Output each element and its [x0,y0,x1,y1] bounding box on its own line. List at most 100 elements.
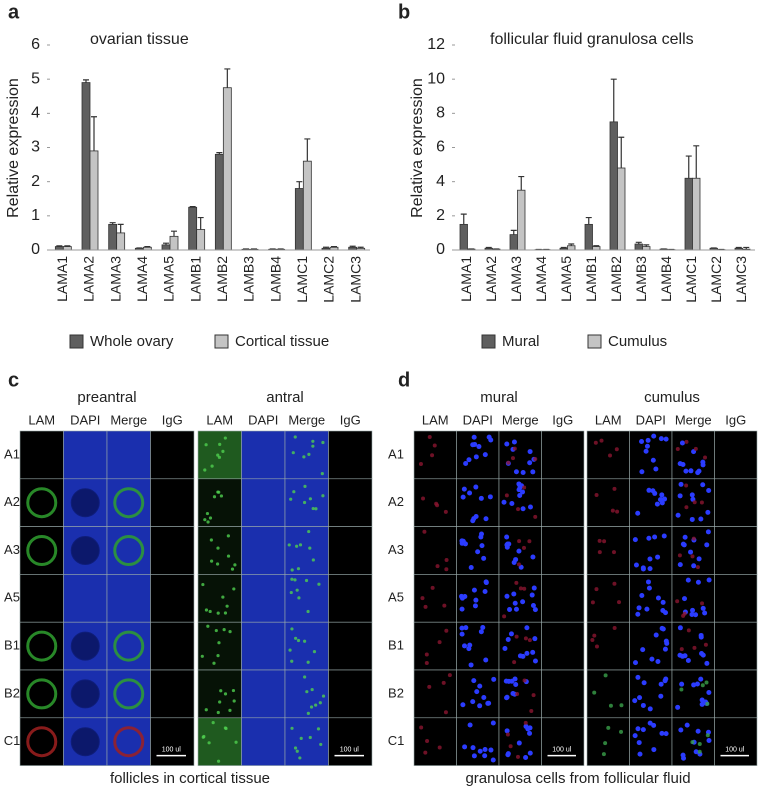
nucleus [706,488,712,494]
signal [288,648,292,652]
nucleus [483,580,489,586]
micrograph [241,526,286,575]
signal [208,609,212,614]
signal [514,580,519,585]
nucleus [461,486,467,492]
micrograph [150,430,195,480]
follicle [113,535,145,566]
bar [592,246,601,251]
nucleus [467,722,473,728]
error-bar [216,152,223,155]
panel-letter: c [8,369,19,391]
signal [502,614,507,619]
micrograph [456,717,500,766]
column-header: Merge [502,412,539,427]
bar [81,82,91,251]
signal [203,468,207,472]
nucleus [654,501,660,507]
nucleus [678,727,684,733]
signal [423,750,428,755]
micrograph [586,526,630,575]
signal [321,494,325,498]
signal [210,464,214,468]
micrograph [541,621,585,671]
nucleus [530,469,536,475]
signal [679,687,684,692]
nucleus [503,678,509,684]
nucleus [685,577,691,583]
legend-swatch [481,334,496,349]
signal [226,554,231,558]
micrograph [197,526,242,575]
nucleus [516,481,522,487]
signal [693,446,698,451]
signal [308,546,312,550]
signal [306,711,310,715]
bar [214,153,224,251]
signal [216,453,220,457]
micrograph [19,430,64,480]
nucleus [635,611,641,617]
signal [522,485,527,490]
nucleus [513,557,519,563]
signal [307,529,311,534]
signal [316,727,321,731]
nucleus [530,649,536,655]
nucleus [695,728,701,734]
error-bar [618,136,625,168]
error-bar [224,68,231,88]
signal [292,490,296,494]
column-header: IgG [162,412,183,427]
nucleus [689,611,695,617]
nucleus [482,452,488,458]
nucleus [504,534,510,540]
nucleus [641,680,647,686]
row-label: A5 [4,590,20,605]
nucleus [655,595,661,601]
nucleus [696,556,702,562]
micrograph [714,526,758,575]
y-tick-label: 8 [436,105,445,122]
signal [590,600,595,605]
signal [204,708,208,712]
signal [695,565,700,570]
micrograph [241,430,286,480]
micrograph [629,478,673,527]
bar [684,177,693,251]
micrograph [328,478,373,527]
nucleus [473,484,479,490]
signal [675,447,680,452]
signal [290,726,294,730]
signal [216,710,220,715]
micrograph [541,478,585,527]
x-tick-label: LAMA5 [558,256,574,302]
chart-title: follicular fluid granulosa cells [490,31,694,48]
nucleus [680,462,686,468]
nucleus [468,662,474,668]
nucleus [470,518,476,524]
micrograph [197,621,242,671]
micrograph [197,717,242,766]
nucleus [652,490,658,496]
signal [290,659,294,663]
signal [231,688,236,693]
row-label: A1 [388,446,404,461]
signal [289,590,293,595]
row-label: A3 [4,542,20,557]
error-bar [593,245,600,247]
x-tick-label: LAMA3 [107,256,123,302]
micrograph [541,669,585,719]
signal [612,626,617,631]
micrograph [19,574,64,623]
signal [205,511,210,516]
nucleus [471,678,477,684]
y-tick-label: 12 [427,36,445,53]
x-tick-label: LAMC1 [294,256,310,303]
nucleus [658,436,664,442]
row-label: C1 [388,733,405,748]
signal [291,451,295,455]
error-bar [510,229,517,235]
signal [608,453,613,458]
signal [321,694,326,698]
error-bar [610,78,617,122]
